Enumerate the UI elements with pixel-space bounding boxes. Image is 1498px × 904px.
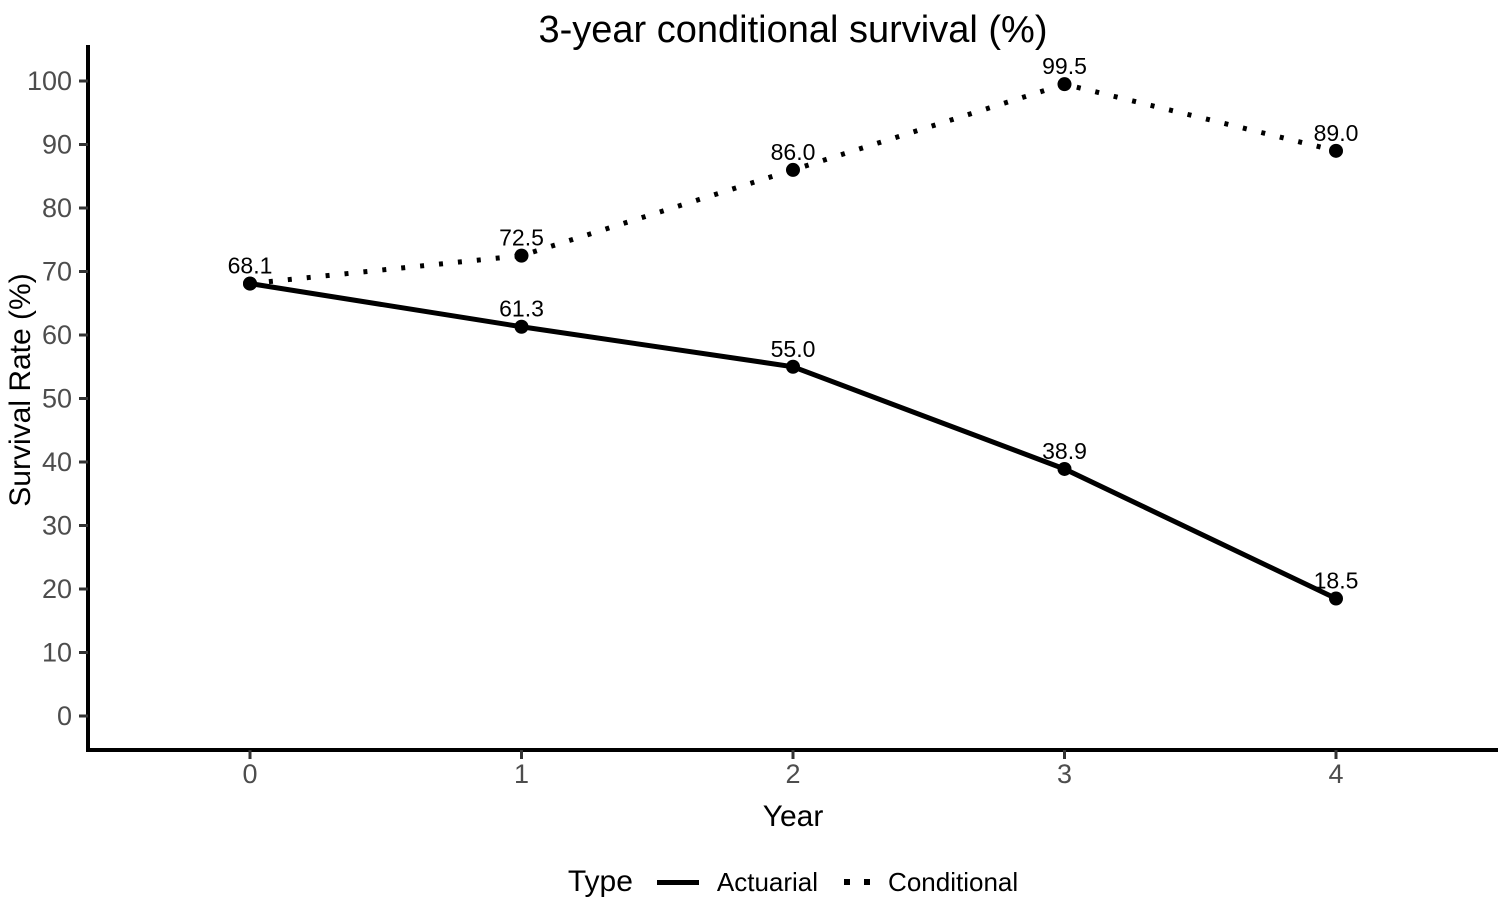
data-point-label: 61.3 — [499, 296, 544, 322]
legend-label-conditional: Conditional — [888, 866, 1019, 897]
y-tick-label: 80 — [42, 193, 72, 223]
series-line-actuarial — [249, 281, 1338, 601]
data-point-actuarial — [786, 359, 800, 374]
data-point-conditional — [1057, 77, 1072, 92]
x-tick-label: 2 — [785, 759, 800, 789]
data-point-label: 99.5 — [1042, 53, 1087, 79]
data-point-label: 86.0 — [771, 139, 816, 165]
x-tick-label: 0 — [242, 759, 257, 789]
chart-title: 3-year conditional survival (%) — [539, 9, 1048, 51]
y-tick-label: 100 — [27, 66, 72, 96]
data-point-actuarial — [514, 319, 529, 334]
plot-area: 0 10 20 30 40 50 60 70 80 90 100 0 1 2 3 4 68.1 61.3 55.0 3… — [27, 45, 1498, 789]
data-point-actuarial — [1329, 591, 1343, 606]
y-tick-label: 30 — [42, 511, 72, 541]
chart-legend: Type Actuarial Conditional — [88, 864, 1498, 900]
y-tick-label: 50 — [42, 384, 72, 414]
data-point-label: 89.0 — [1314, 120, 1359, 146]
data-point-conditional — [1329, 143, 1343, 158]
data-point-conditional — [786, 162, 800, 177]
y-tick-label: 40 — [42, 447, 72, 477]
x-tick-label: 1 — [514, 759, 529, 789]
y-tick-label: 60 — [42, 320, 72, 350]
data-point-label: 55.0 — [771, 336, 816, 362]
data-point-label: 18.5 — [1314, 568, 1359, 594]
x-tick-label: 3 — [1057, 759, 1072, 789]
data-point-label: 68.1 — [228, 253, 273, 279]
y-tick-label: 10 — [42, 638, 72, 668]
legend-solid-line-icon — [656, 879, 699, 885]
data-point-conditional — [243, 276, 257, 291]
y-tick-label: 90 — [42, 130, 72, 160]
y-tick-label: 70 — [42, 257, 72, 287]
legend-title: Type — [567, 865, 633, 898]
legend-dotted-line-icon — [844, 879, 871, 885]
y-axis-title: Survival Rate (%) — [4, 273, 37, 506]
data-point-actuarial — [1057, 461, 1072, 476]
y-tick-label: 0 — [57, 701, 72, 731]
legend-label-actuarial: Actuarial — [716, 866, 819, 897]
data-point-conditional — [514, 248, 529, 263]
x-axis-title: Year — [763, 800, 824, 833]
data-point-label: 38.9 — [1042, 438, 1087, 464]
y-tick-label: 20 — [42, 574, 72, 604]
series-line-conditional — [249, 81, 1337, 287]
x-tick-label: 4 — [1328, 759, 1343, 789]
data-point-label: 72.5 — [499, 225, 544, 251]
